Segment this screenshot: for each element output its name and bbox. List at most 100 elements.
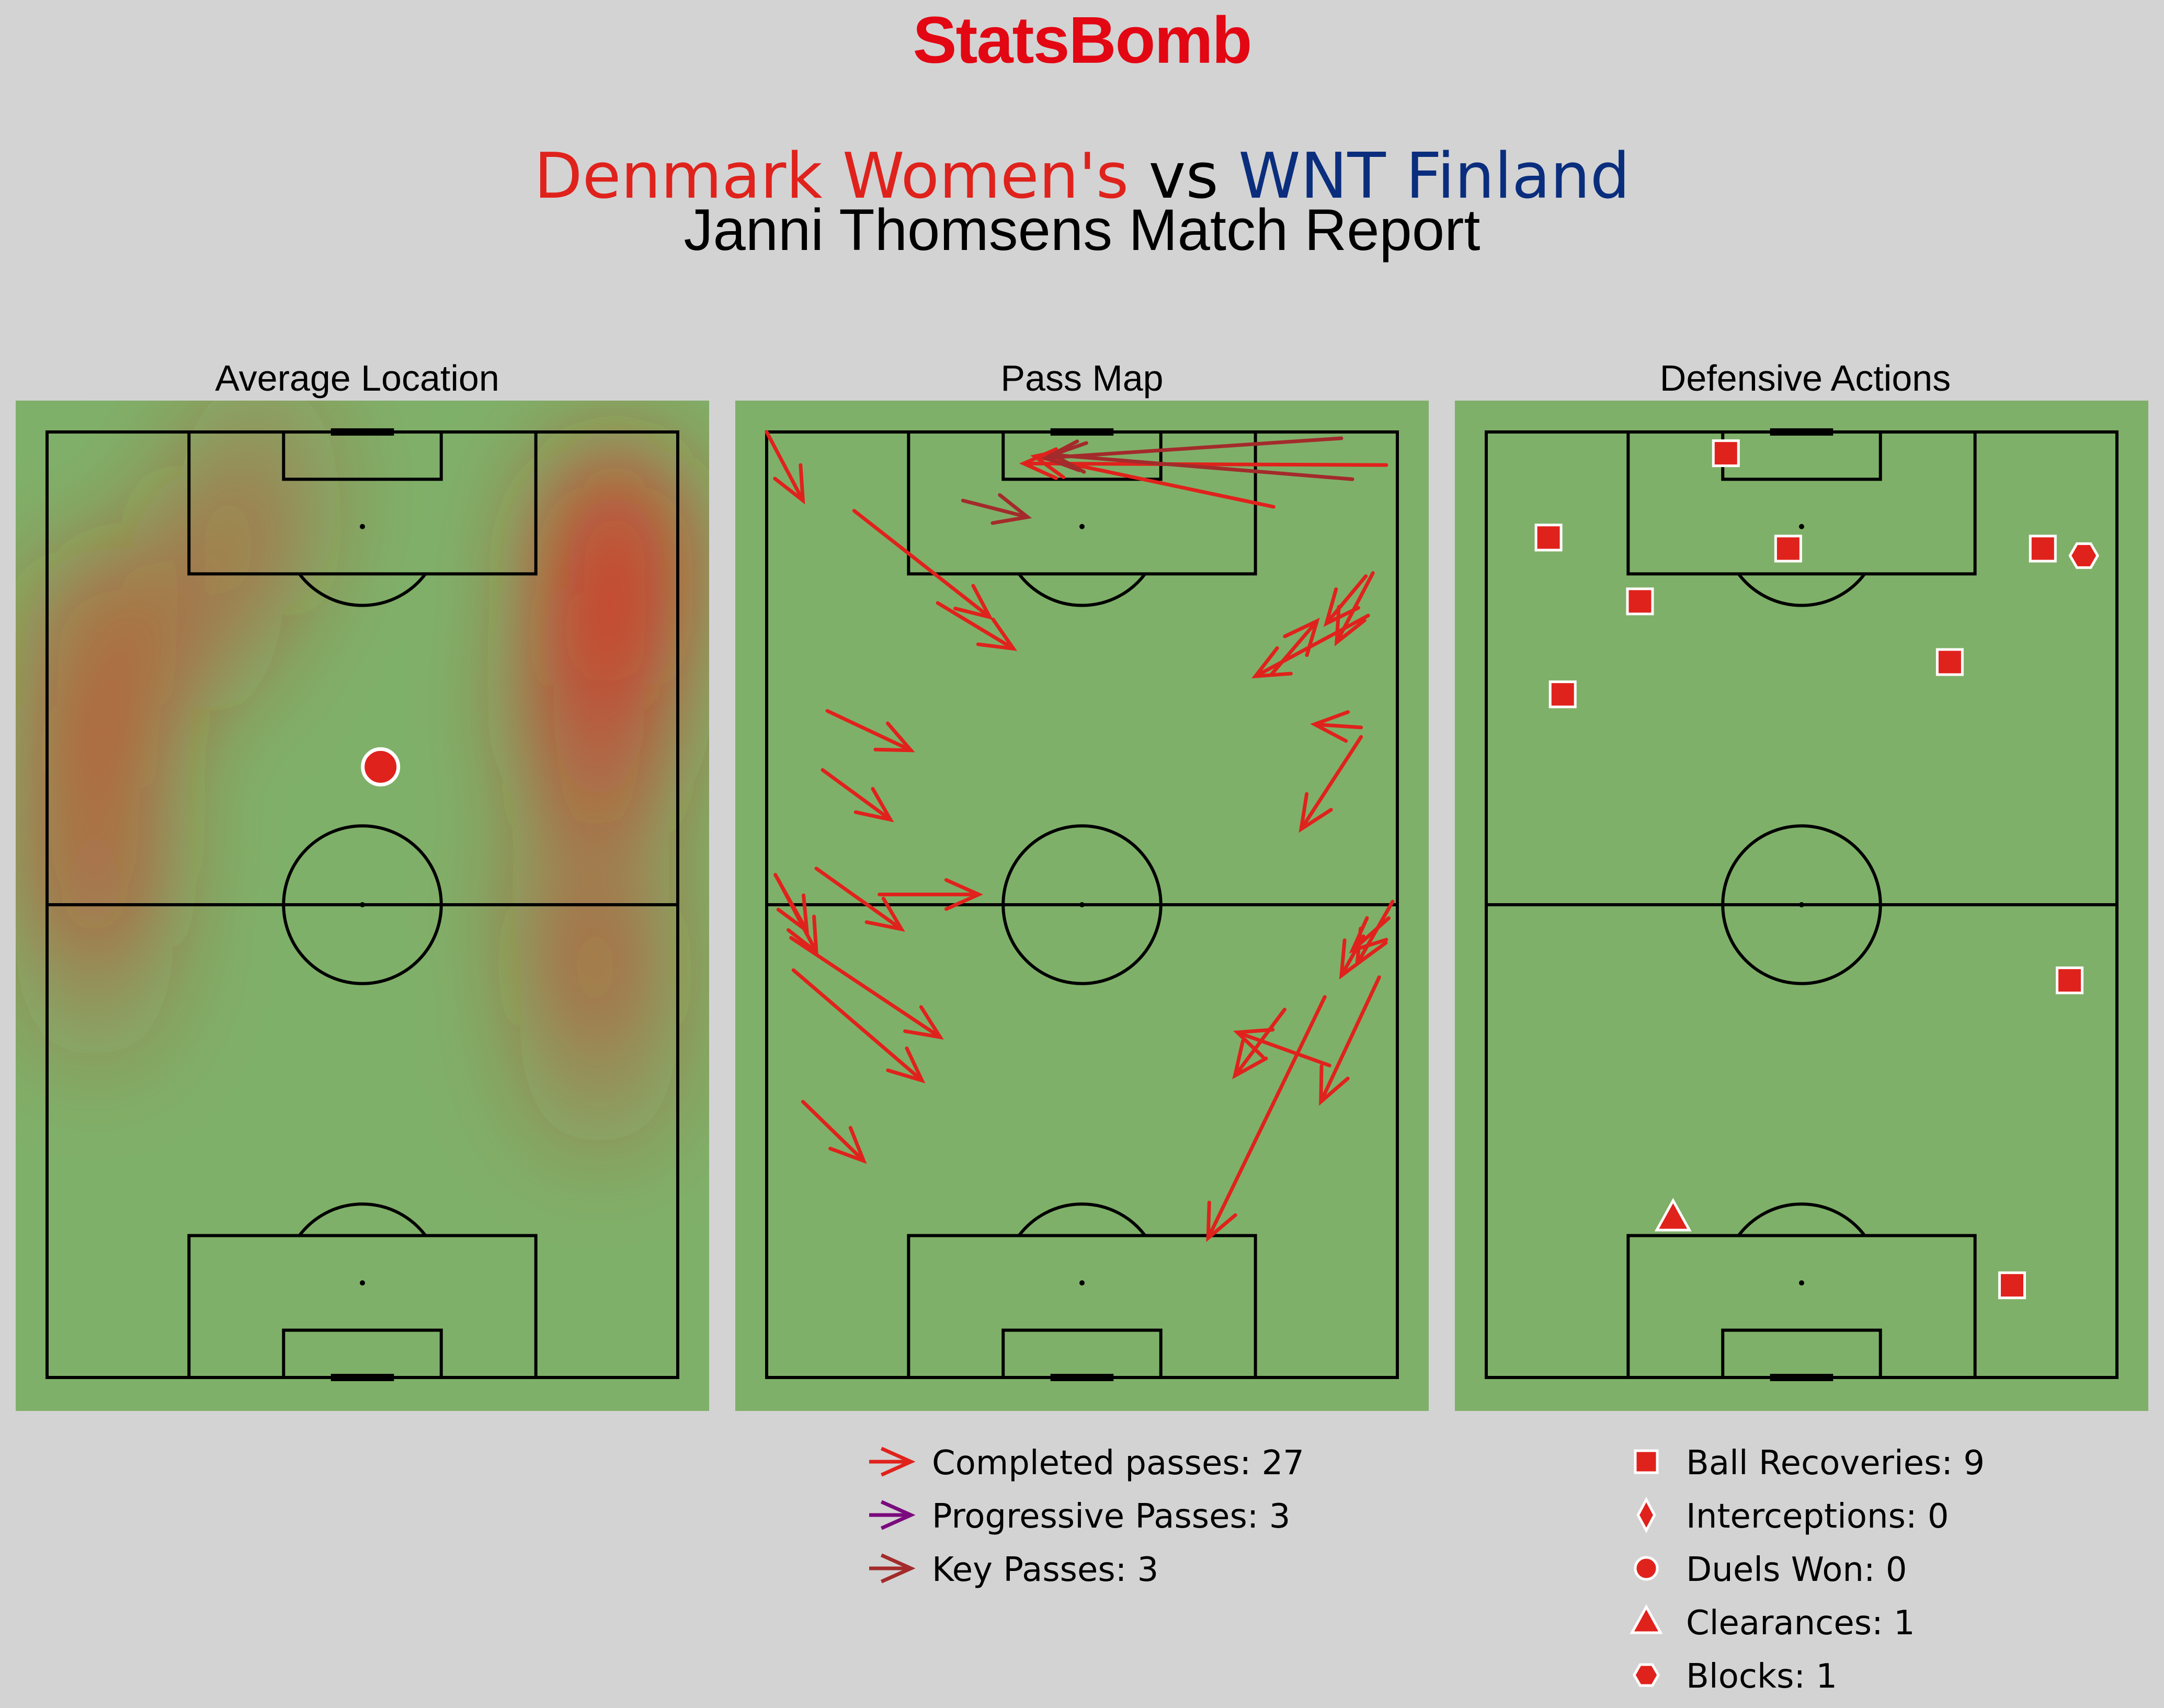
completed-pass-arrow [1233, 1028, 1331, 1067]
completed-pass-arrow [936, 601, 1018, 651]
pass-legend-label: Completed passes: 27 [932, 1444, 1304, 1483]
pass-legend-label: Key Passes: 3 [932, 1551, 1158, 1589]
center-circle [282, 824, 443, 985]
triangle-icon [1630, 1604, 1663, 1634]
average-position-marker [361, 747, 401, 787]
penalty-spot-top [1799, 523, 1804, 529]
vs-label: vs [1148, 140, 1218, 213]
key-arrow-icon [869, 1553, 916, 1584]
square-icon [1634, 1449, 1659, 1474]
defense-legend-label: Ball Recoveries: 9 [1686, 1444, 1985, 1483]
completed-pass-arrow [852, 509, 994, 620]
ball-recovery-marker [1774, 534, 1802, 563]
panel-title-defensive-actions: Defensive Actions [1660, 358, 1951, 398]
ball-recovery-marker [2056, 966, 2084, 995]
center-spot [1079, 902, 1085, 907]
key-pass-arrow [1041, 436, 1343, 472]
completed-pass-arrow [765, 430, 805, 505]
completed-pass-arrow [1206, 995, 1327, 1243]
completed-pass-arrow [789, 936, 944, 1040]
pass-legend-item: Progressive Passes: 3 [869, 1497, 1290, 1536]
completed-pass-arrow [1339, 934, 1372, 980]
key-pass-arrow [961, 493, 1032, 525]
completed-pass-arrow [1251, 613, 1370, 679]
heatmap [16, 401, 693, 1152]
penalty-arc-bottom [1018, 1202, 1146, 1237]
block-marker [2068, 542, 2099, 569]
heatmap-blob [16, 824, 173, 1065]
panel-title-average-location: Average Location [215, 358, 499, 398]
ball-recovery-marker [2029, 534, 2057, 563]
heatmap-blob [520, 587, 678, 828]
pass-map-legend: Completed passes: 27 Progressive Passes: … [869, 1444, 1304, 1589]
penalty-spot-bottom [360, 1280, 365, 1286]
completed-pass-arrow [1310, 710, 1363, 743]
pass-legend-label: Progressive Passes: 3 [932, 1497, 1290, 1536]
completed-pass-arrow [801, 1100, 867, 1164]
heatmap-blob [520, 910, 678, 1152]
pitch-defensive-actions [1455, 401, 2148, 1411]
defense-legend-label: Clearances: 1 [1686, 1604, 1915, 1643]
center-circle [1001, 824, 1163, 985]
ball-recovery-marker [1712, 439, 1740, 468]
pitch-pass-map [735, 401, 1429, 1411]
defense-legend-label: Duels Won: 0 [1686, 1551, 1907, 1589]
defense-legend-item: Duels Won: 0 [1634, 1551, 1907, 1589]
pass-legend-item: Completed passes: 27 [869, 1444, 1304, 1483]
completed-pass-arrow [1019, 447, 1388, 480]
completed-pass-arrow [1319, 975, 1381, 1106]
completed-pass-arrow [1299, 735, 1363, 833]
key-pass-arrow [1048, 441, 1354, 481]
penalty-arc-bottom [298, 1202, 427, 1237]
penalty-arc-top [1018, 573, 1146, 607]
completed-pass-arrow [825, 709, 915, 753]
penalty-arc-bottom [1737, 1202, 1866, 1237]
penalty-spot-bottom [1079, 1280, 1085, 1286]
completed-pass-arrow [814, 867, 905, 932]
defense-legend-label: Blocks: 1 [1686, 1657, 1837, 1696]
ball-recovery-marker [1534, 523, 1563, 552]
match-title: Denmark Women's vs WNT Finland [534, 140, 1630, 213]
home-team-name: Denmark Women's [534, 140, 1129, 213]
pitch-average-location [16, 401, 709, 1411]
penalty-spot-top [1079, 523, 1085, 529]
panel-title-pass-map: Pass Map [1000, 358, 1163, 398]
completed-pass-arrow [791, 968, 926, 1084]
defense-legend-item: Blocks: 1 [1633, 1657, 1837, 1696]
defense-legend-item: Ball Recoveries: 9 [1634, 1444, 1985, 1483]
completed-pass-arrow [773, 873, 810, 935]
circle-icon [1634, 1556, 1659, 1581]
penalty-spot-top [360, 523, 365, 529]
diamond-icon [1636, 1497, 1656, 1533]
defense-legend-label: Interceptions: 0 [1686, 1497, 1949, 1536]
pass-legend-item: Key Passes: 3 [869, 1551, 1158, 1589]
completed-arrow-icon [869, 1447, 916, 1477]
completed-pass-arrow [1232, 1007, 1286, 1079]
report-subtitle: Janni Thomsens Match Report [684, 197, 1480, 263]
clearance-marker [1654, 1198, 1692, 1232]
ball-recovery-marker [1626, 587, 1654, 616]
statsbomb-logo: StatsBomb [913, 3, 1251, 77]
defense-legend-item: Interceptions: 0 [1636, 1497, 1949, 1536]
penalty-arc-top [298, 573, 427, 607]
completed-pass-arrow [1269, 618, 1320, 677]
vs-text: vs [1129, 140, 1238, 213]
hexagon-icon [1633, 1663, 1660, 1687]
penalty-spot-bottom [1799, 1280, 1804, 1286]
completed-pass-arrow [821, 768, 894, 823]
away-team-name: WNT Finland [1238, 140, 1630, 213]
ball-recovery-marker [1548, 680, 1577, 709]
heatmap-blob [181, 401, 338, 616]
defensive-actions-legend: Ball Recoveries: 9 Interceptions: 0 Duels … [1630, 1444, 1985, 1696]
center-circle [1721, 824, 1882, 985]
penalty-arc-top [1737, 573, 1866, 607]
completed-pass-arrow [878, 878, 984, 911]
ball-recovery-marker [1998, 1271, 2026, 1300]
ball-recovery-marker [1935, 648, 1964, 676]
defense-legend-item: Clearances: 1 [1630, 1604, 1915, 1643]
progressive-arrow-icon [869, 1500, 916, 1530]
center-spot [360, 902, 365, 907]
center-spot [1799, 902, 1804, 907]
completed-pass-arrow [1323, 574, 1368, 627]
